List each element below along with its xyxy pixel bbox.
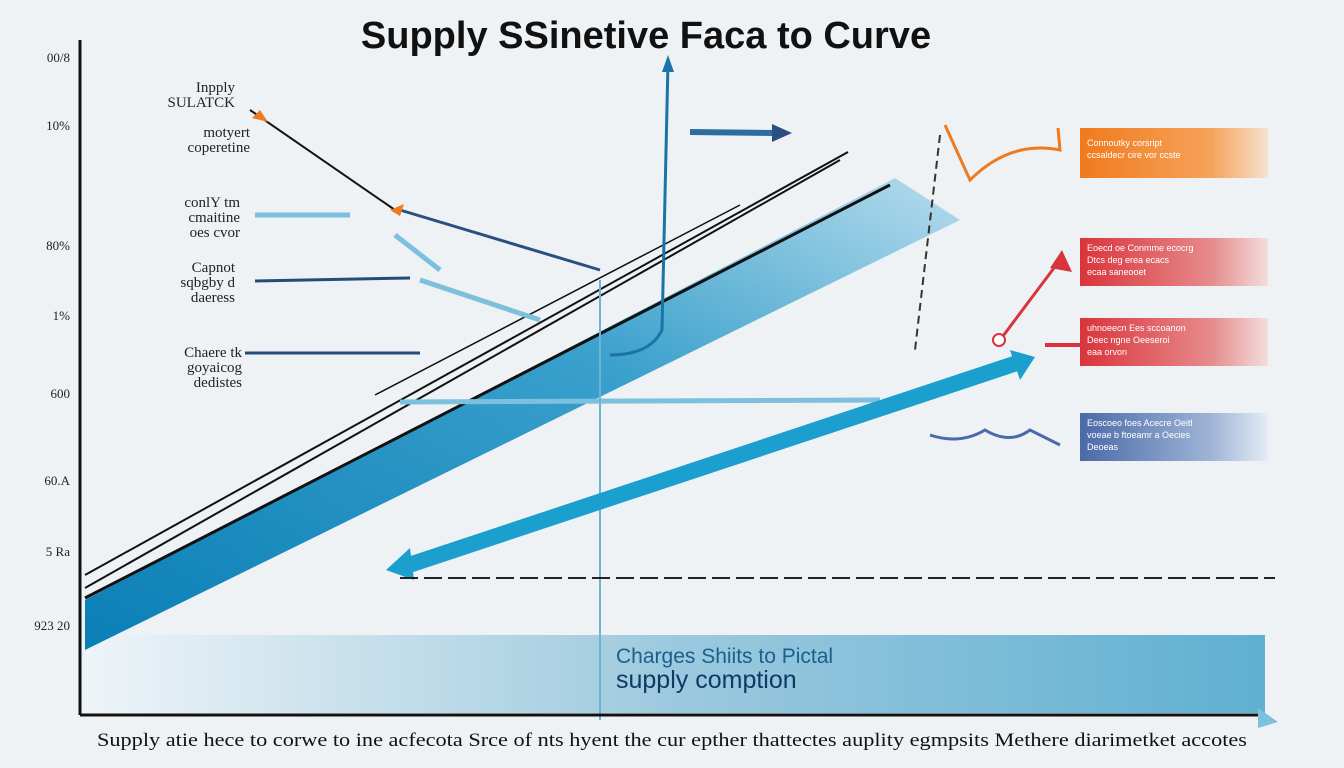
- side-label: sqbgby d: [180, 275, 235, 291]
- box-text: ccsaldecr cire vor ccste: [1087, 150, 1181, 160]
- axis-label: 60.A: [44, 473, 70, 488]
- box-text: uhnoeecn Ees sccoanon: [1087, 323, 1186, 333]
- box-red: [1080, 318, 1268, 366]
- blue-curve: [929, 428, 1061, 447]
- axis-label: 10%: [46, 118, 70, 133]
- box-text: Dtcs deg erea ecacs: [1087, 255, 1170, 265]
- marker: [992, 333, 1006, 347]
- footer: Supply atie hece to corwe to ine acfecot…: [97, 730, 1247, 751]
- axis-label: 600: [51, 386, 71, 401]
- arrowhead: [1050, 250, 1072, 272]
- arrowhead: [1010, 350, 1035, 380]
- label-pointers: [245, 276, 420, 355]
- red-arrow: [998, 259, 1062, 341]
- arrowhead: [1258, 708, 1278, 728]
- side-label: motyert: [203, 125, 250, 141]
- box-text: Deec ngne Oeeseroi: [1087, 335, 1170, 345]
- arrow: [689, 129, 776, 136]
- arrowhead: [772, 124, 792, 142]
- box-text: Connoutky corsript: [1087, 138, 1163, 148]
- blue-arrow: [397, 354, 1023, 576]
- side-label: oes cvor: [190, 225, 240, 241]
- box-text: Deoeas: [1087, 442, 1119, 452]
- axis-label: 5 Ra: [46, 544, 70, 559]
- banner-line: supply comption: [616, 666, 797, 694]
- up-arrow: [609, 61, 670, 357]
- side-label: SULATCK: [167, 95, 235, 111]
- banner-band: [85, 635, 1265, 713]
- box-text: Eoscoeo foes Acecre Oeitl: [1087, 418, 1193, 428]
- box-orange: [1080, 128, 1268, 178]
- dashed-curve: [914, 134, 941, 351]
- axis-label: 923 20: [34, 618, 70, 633]
- axis-label: 00/8: [47, 50, 70, 65]
- side-label: dedistes: [194, 375, 242, 391]
- box-text: ecaa saneooet: [1087, 267, 1147, 277]
- light-strokes: [255, 212, 881, 405]
- box-text: Eoecd oe Conmme ecocrg: [1087, 243, 1194, 253]
- arrowhead: [386, 548, 414, 580]
- side-label: Chaere tk: [184, 345, 242, 361]
- supply-band: [85, 178, 960, 650]
- axis-label: 80%: [46, 238, 70, 253]
- side-label: cmaitine: [188, 210, 240, 226]
- side-label: daeress: [191, 290, 235, 306]
- orange-curve: [943, 124, 1062, 183]
- marker: [252, 110, 268, 122]
- box-red: [1080, 238, 1268, 286]
- side-label: goyaicog: [187, 360, 242, 376]
- side-label: Capnot: [192, 260, 236, 276]
- curves: [84, 109, 891, 600]
- side-label: conlY tm: [184, 195, 240, 211]
- title: Supply SSinetive Faca to Curve: [361, 15, 931, 57]
- box-text: voeae b ftoeamr a Oecies: [1087, 430, 1191, 440]
- arrowhead: [662, 55, 674, 72]
- banner-line: Charges Shiits to Pictal: [616, 645, 833, 668]
- side-label: Inpply: [196, 80, 236, 96]
- box-text: eaa orvon: [1087, 347, 1127, 357]
- marker: [390, 204, 404, 216]
- box-blue: [1080, 413, 1268, 461]
- side-label: coperetine: [188, 140, 251, 156]
- axis-label: 1%: [53, 308, 71, 323]
